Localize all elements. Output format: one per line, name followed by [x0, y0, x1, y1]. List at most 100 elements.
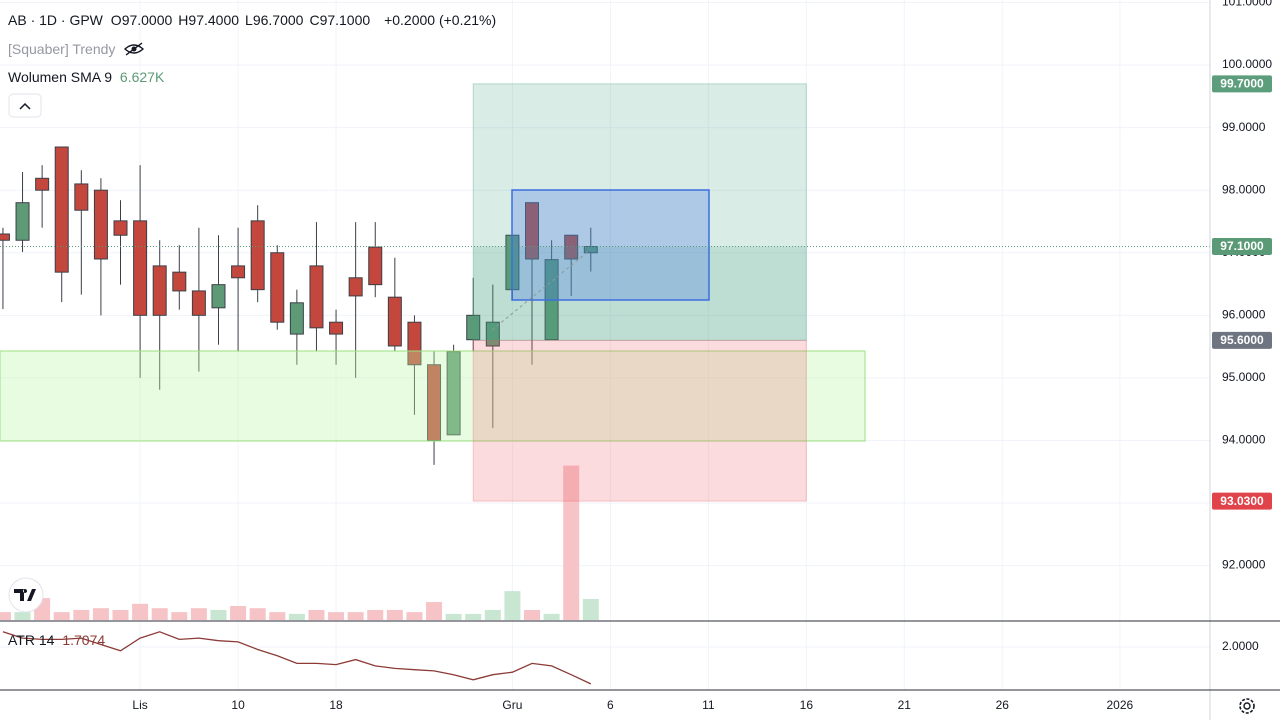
ohlc-value: 97.4000	[188, 12, 240, 28]
candle-body	[329, 321, 344, 335]
ohlc-value: 97.0000	[121, 12, 173, 28]
volume-bar	[269, 612, 286, 620]
x-tick-label: 21	[898, 698, 912, 712]
volume-bar	[249, 608, 266, 620]
y-tick-label: 98.0000	[1222, 182, 1266, 196]
volume-bar	[347, 612, 364, 620]
x-tick-label: 18	[329, 698, 343, 712]
volume-bar	[308, 609, 325, 620]
candle-body	[466, 314, 481, 341]
volume-bar	[426, 602, 443, 620]
candle-body	[35, 177, 50, 191]
price-tag-label: 95.6000	[1220, 333, 1264, 347]
profit-fill	[473, 246, 807, 341]
indicator-name[interactable]: ATR 14	[8, 632, 55, 648]
atr-legend: ATR 14 1.7074	[8, 632, 109, 648]
volume-bar	[151, 608, 168, 620]
y-tick-label: 2.0000	[1222, 639, 1259, 653]
tv-logo[interactable]	[8, 577, 44, 613]
volume-bar	[0, 612, 11, 620]
candle-body	[446, 351, 461, 436]
candle-body	[152, 265, 167, 316]
candle-body	[564, 234, 579, 260]
ohlc-key: H	[178, 12, 189, 28]
volume-bar	[210, 609, 227, 620]
price-tag-label: 99.7000	[1220, 77, 1264, 91]
change: +0.2000 (+0.21%)	[384, 12, 497, 28]
ohlc: O97.0000 H97.4000 L96.7000 C97.1000	[111, 12, 376, 28]
y-tick-label: 92.0000	[1222, 558, 1266, 572]
range-box[interactable]	[511, 189, 710, 301]
price-tag	[1212, 237, 1272, 255]
volume-bar	[190, 608, 207, 620]
volume-bar	[543, 613, 560, 620]
symbol[interactable]: AB · 1D · GPW	[8, 12, 103, 28]
candle-body	[407, 321, 422, 366]
candle-body	[525, 202, 540, 260]
trend-legend: [Squaber] Trendy	[8, 40, 145, 57]
volume-bar	[288, 613, 305, 620]
candle-body	[270, 252, 285, 323]
candle-body	[0, 233, 10, 241]
candle-body	[191, 290, 206, 316]
y-tick-label: 96.0000	[1222, 307, 1266, 321]
candle-body	[250, 220, 265, 291]
volume-bar	[367, 609, 384, 620]
collapse-button[interactable]	[8, 93, 42, 118]
candle-body	[93, 189, 108, 260]
candle-body	[368, 246, 383, 286]
price-tag-label: 93.0300	[1220, 494, 1264, 508]
candle-body	[348, 277, 363, 297]
volume-bar	[53, 612, 70, 620]
y-tick-label: 100.0000	[1222, 57, 1272, 71]
volume-bar	[171, 612, 188, 620]
candle-body	[485, 321, 500, 347]
volume-bar	[465, 613, 482, 620]
x-tick-label: 6	[607, 698, 614, 712]
ohlc-value: 97.1000	[319, 12, 371, 28]
ohlc-value: 96.7000	[252, 12, 304, 28]
volume-bar	[230, 606, 247, 620]
candle-body	[309, 265, 324, 329]
support-zone[interactable]	[0, 350, 866, 442]
x-tick-label: 11	[702, 698, 715, 712]
candle-body	[427, 364, 442, 441]
y-tick-label: 101.0000	[1222, 0, 1272, 9]
atr-line	[2, 631, 592, 685]
x-tick-label: 16	[800, 698, 814, 712]
ohlc-key: O	[110, 12, 122, 28]
price-tag	[1212, 331, 1272, 349]
y-tick-label: 94.0000	[1222, 433, 1266, 447]
volume-bar	[92, 608, 109, 620]
price-tag-label: 97.1000	[1220, 239, 1264, 253]
hidden-icon[interactable]	[123, 42, 145, 56]
candle-body	[289, 302, 304, 335]
x-tick-label: 10	[231, 698, 245, 712]
volume-bar	[582, 599, 599, 620]
settings-gear[interactable]	[1239, 698, 1255, 714]
candle-body	[133, 220, 148, 316]
y-tick-label: 99.0000	[1222, 120, 1266, 134]
candle-body	[211, 284, 226, 309]
x-tick-label: 2026	[1107, 698, 1134, 712]
ohlc-key: C	[309, 12, 320, 28]
indicator-name[interactable]: [Squaber] Trendy	[8, 41, 116, 57]
price-tag	[1212, 492, 1272, 510]
candle-body	[231, 265, 246, 279]
price-tag	[1212, 75, 1272, 93]
volume-bar	[484, 609, 501, 620]
profit-zone	[472, 83, 807, 341]
candle-body	[15, 202, 30, 241]
candle-body	[387, 296, 402, 347]
y-tick-label: 95.0000	[1222, 370, 1266, 384]
volume-bar	[563, 465, 580, 620]
volume-bar	[132, 603, 149, 620]
indicator-name[interactable]: Wolumen SMA 9	[8, 69, 113, 85]
candle-body	[74, 183, 89, 211]
candle-body	[172, 271, 187, 292]
volume-bar	[14, 612, 31, 620]
volume-bar	[386, 609, 403, 620]
volume-bar	[504, 591, 521, 620]
x-tick-label: Lis	[132, 698, 147, 712]
